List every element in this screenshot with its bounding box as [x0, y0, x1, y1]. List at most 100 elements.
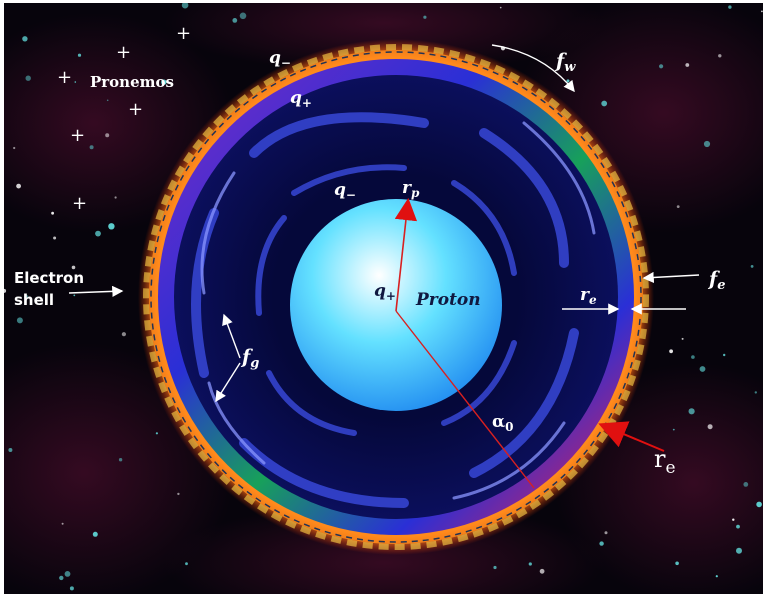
plus-sign: + [128, 99, 143, 120]
star [105, 133, 110, 138]
f-e-label: fe [707, 268, 725, 293]
star [64, 571, 71, 577]
f-e-arrow [642, 271, 700, 284]
r-e-inner-label: re [580, 285, 597, 307]
star [493, 565, 497, 570]
star [61, 522, 64, 525]
star [92, 531, 98, 537]
plus-sign: + [72, 193, 87, 214]
plus-sign: + [70, 125, 85, 146]
star [728, 5, 732, 9]
star [53, 236, 57, 240]
star [161, 79, 167, 85]
star [736, 547, 742, 554]
star [69, 586, 74, 591]
star [239, 12, 247, 20]
plus-sign: + [57, 67, 72, 88]
star [77, 53, 82, 57]
star [715, 575, 718, 578]
star [185, 562, 188, 566]
star [539, 568, 545, 574]
f-g-arrow-down [215, 362, 241, 403]
star [51, 211, 54, 215]
star [723, 353, 726, 357]
vortex-swirls [191, 112, 596, 508]
star [89, 145, 94, 150]
star [71, 265, 76, 270]
alpha-label: α0 [492, 412, 513, 434]
star [672, 428, 675, 431]
star [22, 36, 28, 42]
star [691, 355, 695, 359]
star [106, 99, 109, 102]
q-minus-inner-label: q− [334, 180, 356, 202]
star-field [2, 1, 763, 591]
force-arrows [68, 44, 700, 403]
star [676, 205, 680, 209]
star [669, 349, 673, 354]
electron-shell-label-line1: Electron [14, 269, 84, 287]
star [8, 448, 13, 452]
star [604, 531, 608, 535]
q-minus-top-label: q− [269, 48, 291, 70]
star [24, 294, 28, 299]
f-w-label: fw [554, 50, 576, 75]
q-plus-center-label: q+ [374, 281, 396, 303]
star [750, 265, 754, 268]
star [114, 196, 117, 199]
star [707, 424, 713, 430]
star [181, 1, 189, 9]
star [681, 337, 684, 340]
star [73, 294, 76, 297]
r-e-red-arrow [598, 421, 665, 452]
q-plus-top-label: q+ [290, 88, 312, 110]
proton-label: Proton [415, 290, 481, 310]
star [108, 223, 115, 230]
star [688, 408, 695, 415]
star [59, 575, 64, 581]
star [675, 561, 679, 566]
star [761, 10, 763, 13]
star [703, 140, 711, 148]
star [16, 183, 21, 189]
star [95, 230, 101, 237]
star [2, 288, 7, 293]
pronemos-label: Pronemos [90, 73, 174, 91]
star [177, 492, 180, 496]
star [74, 81, 77, 83]
star [659, 64, 664, 69]
star [528, 562, 532, 566]
star [499, 6, 502, 9]
pronemos-plus-signs: + + + + + + [57, 23, 191, 214]
star [732, 518, 735, 521]
proton-radius-arrow [394, 197, 418, 312]
star [121, 332, 126, 337]
r-p-label: rp [402, 178, 420, 200]
f-w-arrow [491, 44, 575, 93]
star [736, 524, 740, 529]
star [232, 18, 238, 23]
star [13, 146, 16, 150]
electron-shell-arrow [68, 285, 124, 297]
star [118, 458, 123, 462]
r-e-outer-label: re [654, 445, 676, 478]
star [756, 501, 762, 508]
star [699, 366, 706, 372]
star [155, 432, 158, 435]
star [25, 75, 31, 81]
star [423, 15, 427, 19]
alpha-radius-line [395, 310, 535, 489]
plus-sign: + [116, 42, 131, 63]
dashed-orbit-circle [150, 51, 642, 543]
star [599, 541, 604, 546]
star [16, 317, 23, 324]
star [743, 482, 749, 487]
electron-shell-label-line2: shell [14, 291, 54, 309]
f-g-arrow-up [222, 313, 241, 359]
star [754, 391, 757, 394]
star [718, 54, 722, 58]
star [685, 63, 690, 67]
f-g-label: fg [240, 346, 259, 371]
